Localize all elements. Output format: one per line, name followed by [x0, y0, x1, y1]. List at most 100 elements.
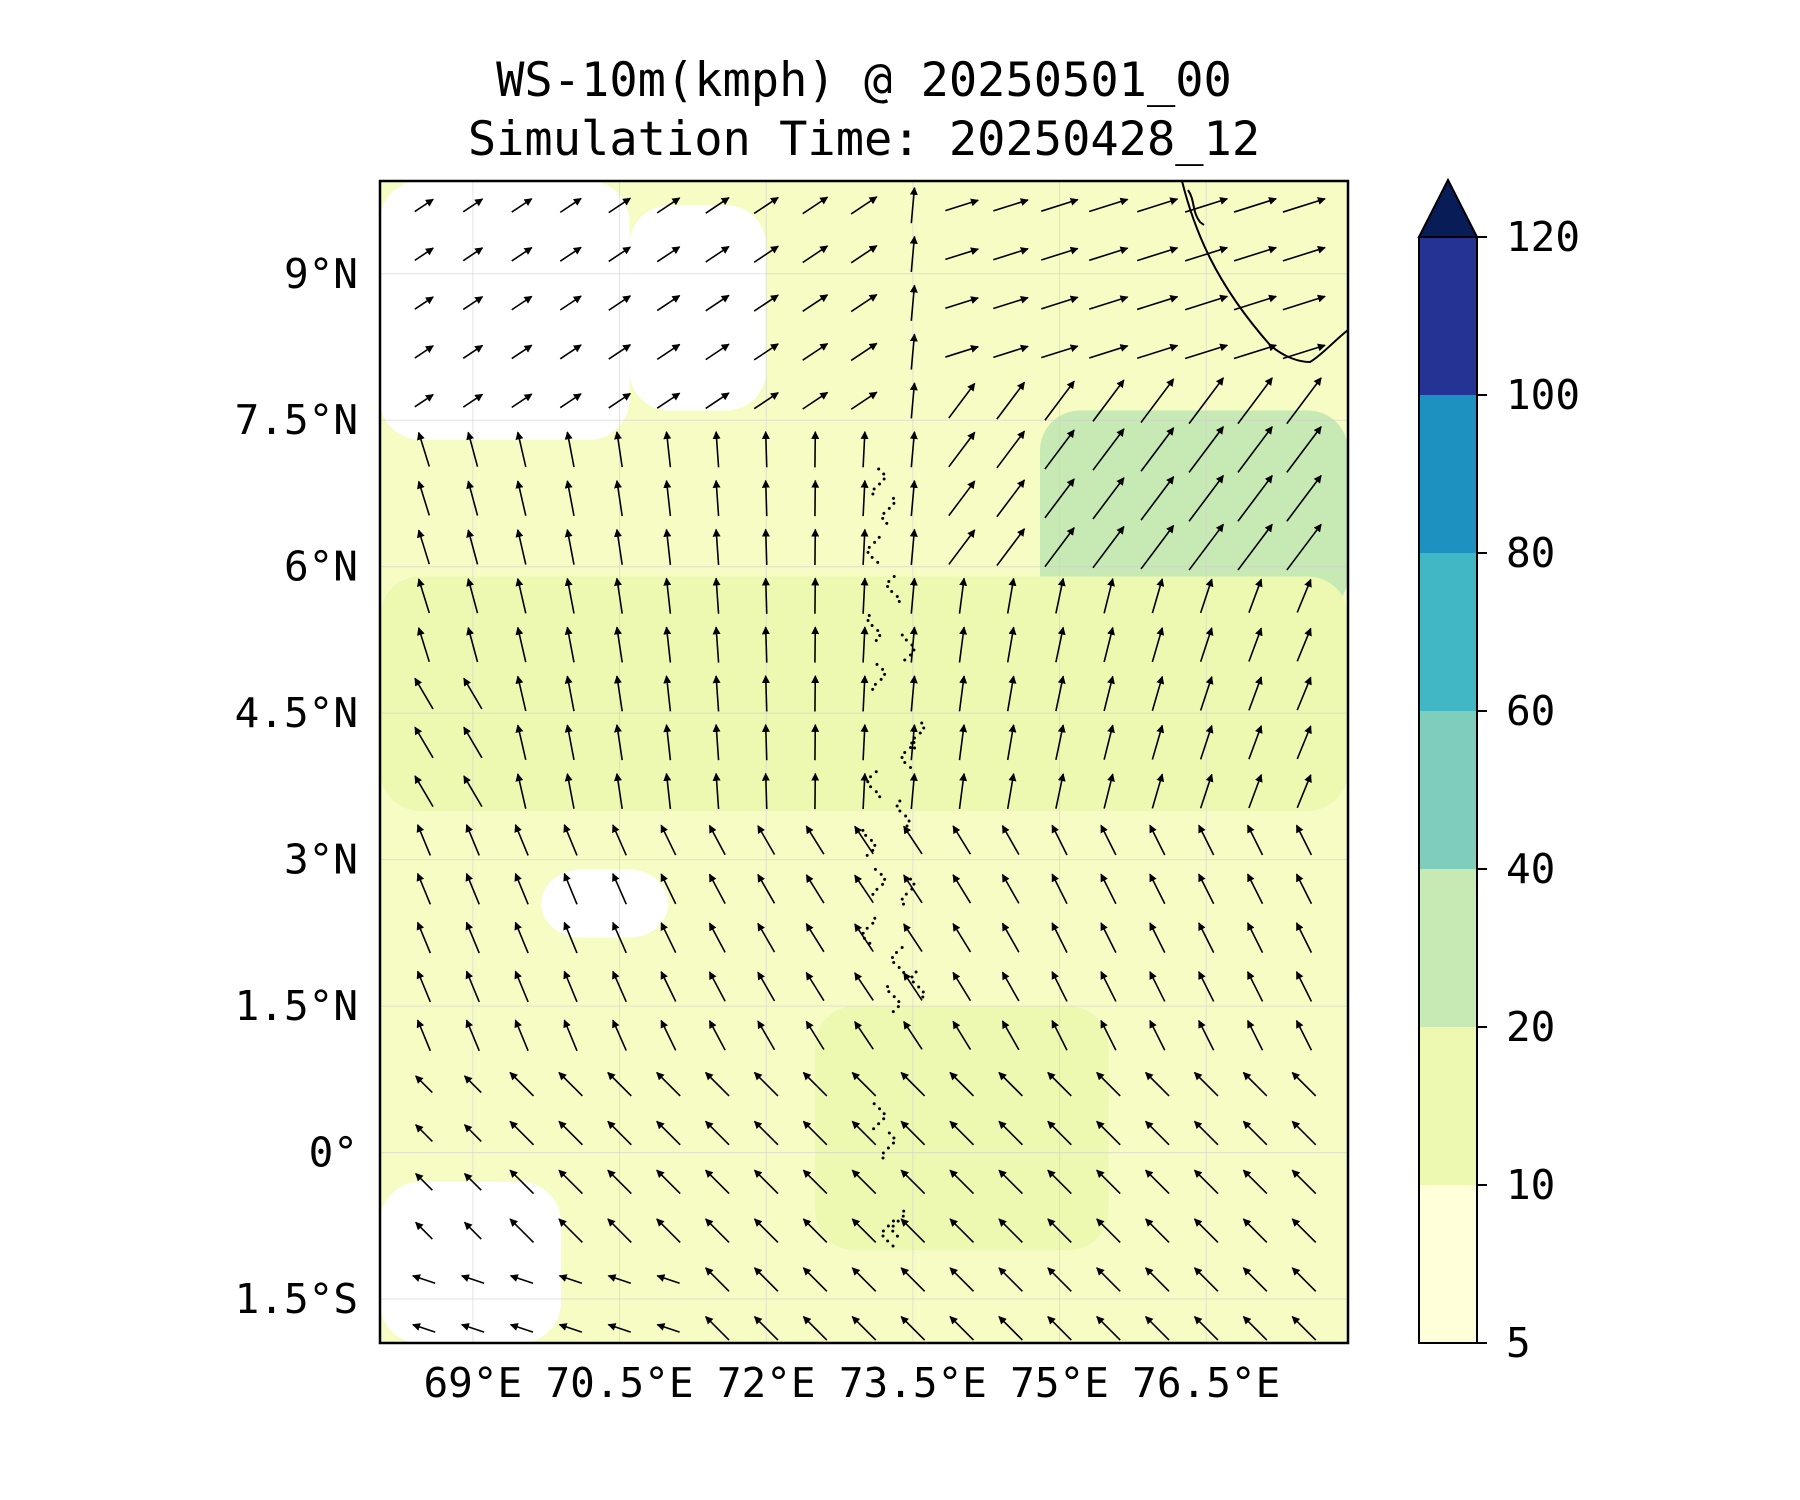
- wind-vector: [958, 772, 968, 810]
- atoll-dot: [900, 633, 904, 637]
- wind-vector: [1295, 824, 1313, 856]
- wind-vector: [860, 528, 869, 565]
- colorbar-frame: [1418, 236, 1478, 1344]
- atoll-dot: [900, 755, 904, 759]
- wind-vector: [952, 971, 972, 1002]
- wind-vector: [761, 675, 770, 712]
- wind-vector: [993, 198, 1029, 212]
- wind-vector: [564, 528, 575, 565]
- wind-vector: [614, 431, 623, 468]
- wind-vector: [1246, 824, 1264, 856]
- wind-vector: [1051, 1019, 1068, 1051]
- wind-vector: [1096, 1120, 1121, 1146]
- atoll-dot: [877, 1122, 881, 1126]
- atoll-dot: [912, 882, 916, 886]
- wind-vector: [850, 391, 878, 410]
- wind-vector: [656, 1323, 680, 1333]
- wind-vector: [753, 392, 779, 410]
- colorbar-segment-10-20: [1419, 1027, 1477, 1185]
- atoll-dot: [900, 946, 904, 950]
- wind-vector: [903, 1020, 923, 1050]
- wind-vector: [1092, 428, 1125, 471]
- wind-vector: [1103, 577, 1115, 614]
- wind-vector: [753, 1218, 779, 1244]
- wind-vector: [466, 480, 479, 516]
- atoll-dot: [882, 477, 886, 481]
- wind-vector: [909, 626, 918, 663]
- wind-vector: [415, 1124, 433, 1142]
- wind-vector: [1006, 724, 1017, 761]
- atoll-dot: [870, 624, 874, 628]
- atoll-dot: [903, 658, 907, 662]
- atoll-dot: [861, 828, 865, 832]
- wind-vector: [1100, 873, 1117, 905]
- wind-vector: [1286, 523, 1322, 571]
- india-srilanka-coastline: [1181, 181, 1348, 364]
- atoll-dot: [887, 579, 891, 583]
- wind-vector: [1188, 523, 1225, 571]
- wind-vector: [1136, 246, 1179, 262]
- wind-vector: [608, 246, 632, 263]
- wind-vector: [614, 772, 623, 810]
- wind-vector: [1291, 1071, 1317, 1097]
- atoll-dot: [874, 770, 878, 774]
- wind-vector: [761, 430, 770, 468]
- wind-vector: [998, 1267, 1023, 1292]
- wind-vector: [558, 1323, 583, 1333]
- atoll-dot: [876, 560, 880, 564]
- wind-vector: [1233, 197, 1277, 213]
- wind-vector: [900, 1169, 926, 1195]
- chart-title-line2: Simulation Time: 20250428_12: [468, 112, 1260, 167]
- wind-vector: [952, 874, 972, 904]
- wind-vector: [705, 1218, 730, 1244]
- wind-vector: [660, 1019, 677, 1051]
- india-coastline-tip: [1187, 189, 1205, 226]
- wind-vector: [958, 724, 968, 761]
- wind-vector: [1041, 197, 1079, 212]
- wind-vector: [660, 873, 677, 905]
- wind-vector: [761, 723, 770, 761]
- wind-vector: [1291, 1169, 1317, 1195]
- wind-vector: [558, 1120, 583, 1146]
- atoll-dot: [877, 535, 881, 539]
- wind-vector: [998, 1071, 1023, 1097]
- atoll-dot: [866, 619, 870, 623]
- wind-vector: [1044, 429, 1075, 470]
- wind-vector: [1248, 578, 1263, 613]
- wind-vector: [663, 479, 672, 517]
- wind-vector: [993, 295, 1029, 310]
- wind-vector: [753, 1071, 779, 1097]
- atoll-dot: [872, 487, 876, 491]
- wind-vector: [1103, 626, 1115, 663]
- wind-vector: [705, 1169, 730, 1195]
- atoll-dot: [891, 496, 895, 500]
- wind-vector: [854, 825, 874, 855]
- wind-vector: [1291, 1218, 1317, 1244]
- wind-vector: [414, 198, 434, 213]
- wind-vector: [909, 772, 918, 810]
- wind-vector: [1198, 1019, 1215, 1051]
- wind-vector: [1296, 676, 1312, 711]
- wind-vector: [1044, 478, 1075, 519]
- atoll-dot: [864, 833, 868, 837]
- atoll-dot: [881, 1151, 885, 1155]
- atoll-dot: [895, 594, 899, 598]
- wind-vector: [1100, 922, 1117, 953]
- wind-vector: [1296, 627, 1312, 662]
- wind-vector: [563, 921, 578, 954]
- wind-vector: [854, 1020, 874, 1050]
- wind-vector: [851, 1316, 877, 1341]
- wind-vector: [708, 873, 726, 904]
- wind-vector: [612, 873, 627, 905]
- wind-vector: [612, 824, 627, 856]
- atoll-dot: [910, 975, 914, 979]
- wind-vector: [1295, 1019, 1313, 1051]
- wind-vector: [656, 197, 681, 214]
- map-frame: [378, 179, 1350, 1345]
- wind-vector: [1193, 1267, 1219, 1292]
- wind-vector: [805, 874, 825, 904]
- wind-vector: [850, 293, 878, 313]
- atoll-dot: [891, 1244, 895, 1248]
- wind-vector: [949, 1218, 975, 1244]
- wind-vector: [1140, 427, 1175, 472]
